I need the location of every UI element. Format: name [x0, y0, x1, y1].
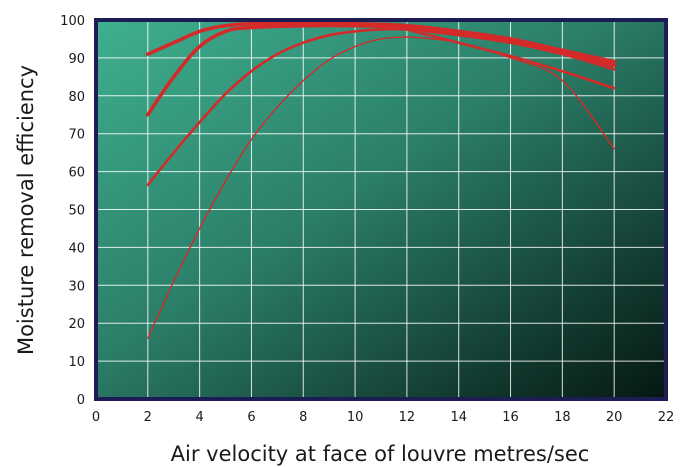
series-line-2: [146, 23, 616, 117]
x-tick-label: 6: [247, 410, 255, 425]
y-tick-label: 90: [68, 52, 85, 67]
y-tick-label: 80: [68, 90, 85, 105]
y-tick-label: 50: [68, 204, 85, 219]
x-tick-label: 22: [658, 410, 675, 425]
x-tick-label: 16: [502, 410, 519, 425]
x-tick-label: 12: [399, 410, 416, 425]
x-tick-label: 4: [195, 410, 203, 425]
plot-frame: [94, 18, 668, 401]
y-tick-label: 0: [77, 393, 85, 408]
series-line-3: [146, 27, 616, 187]
x-axis-ticks: 0 2 4 6 8 10 12 14 16 18 20 22: [92, 410, 674, 425]
x-tick-label: 0: [92, 410, 100, 425]
y-tick-label: 70: [68, 128, 85, 143]
y-axis-title: Moisture removal efficiency: [14, 65, 38, 355]
y-tick-label: 20: [68, 317, 85, 332]
y-tick-label: 60: [68, 166, 85, 181]
x-tick-label: 10: [347, 410, 364, 425]
x-tick-label: 8: [299, 410, 307, 425]
y-tick-label: 30: [68, 279, 85, 294]
y-tick-label: 10: [68, 355, 85, 370]
x-tick-label: 14: [450, 410, 467, 425]
x-tick-label: 2: [144, 410, 152, 425]
y-tick-label: 40: [68, 241, 85, 256]
x-tick-label: 18: [554, 410, 571, 425]
data-series: [146, 21, 616, 340]
x-axis-title: Air velocity at face of louvre metres/se…: [171, 442, 590, 466]
grid-lines: [96, 20, 666, 399]
series-line-5: [405, 28, 616, 90]
y-axis-ticks: 0 10 20 30 40 50 60 70 80 90 100: [60, 14, 85, 408]
y-tick-label: 100: [60, 14, 85, 29]
x-tick-label: 20: [606, 410, 623, 425]
